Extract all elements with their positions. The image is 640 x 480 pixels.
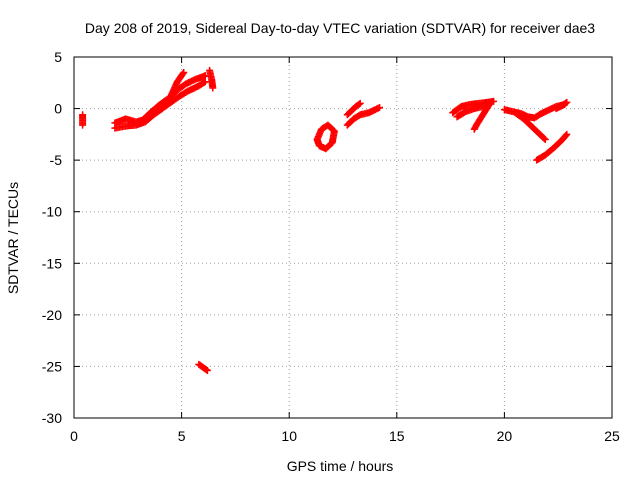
y-tick-label: -20 <box>42 307 62 323</box>
y-tick-label: 5 <box>54 49 62 65</box>
data-point <box>180 68 188 76</box>
data-point <box>179 70 187 78</box>
y-axis-ticks: -30 -25 -20 -15 -10 -5 0 5 <box>42 49 612 426</box>
x-axis-ticks: 0 5 10 15 20 25 <box>70 57 620 444</box>
data-points <box>79 66 571 375</box>
grid-lines <box>74 57 612 418</box>
chart-title: Day 208 of 2019, Sidereal Day-to-day VTE… <box>85 20 595 36</box>
data-point <box>313 136 321 144</box>
data-point <box>540 134 548 142</box>
data-point <box>376 104 384 112</box>
data-point <box>470 125 478 133</box>
y-tick-label: -25 <box>42 358 62 374</box>
data-point <box>541 136 549 144</box>
data-point <box>200 79 208 87</box>
x-tick-label: 15 <box>389 428 405 444</box>
y-tick-label: -30 <box>42 410 62 426</box>
data-point <box>562 131 570 139</box>
y-axis-label: SDTVAR / TECUs <box>5 182 21 294</box>
data-point <box>490 97 498 105</box>
data-point <box>201 78 209 86</box>
plot-frame <box>73 56 613 419</box>
x-tick-label: 20 <box>497 428 513 444</box>
x-axis-label: GPS time / hours <box>287 458 394 474</box>
data-point <box>562 99 570 107</box>
data-point <box>202 366 210 374</box>
x-tick-label: 0 <box>70 428 78 444</box>
data-point <box>203 367 211 375</box>
x-tick-label: 5 <box>178 428 186 444</box>
y-tick-label: 0 <box>54 101 62 117</box>
y-tick-label: -5 <box>50 152 63 168</box>
data-point <box>356 99 364 107</box>
y-tick-label: -10 <box>42 204 62 220</box>
data-point <box>355 100 363 108</box>
x-tick-label: 25 <box>604 428 620 444</box>
x-tick-label: 10 <box>281 428 297 444</box>
data-point <box>563 130 571 138</box>
data-point <box>209 84 217 92</box>
axes <box>73 56 613 419</box>
y-tick-label: -15 <box>42 255 62 271</box>
data-point <box>79 121 87 129</box>
data-point <box>563 98 571 106</box>
